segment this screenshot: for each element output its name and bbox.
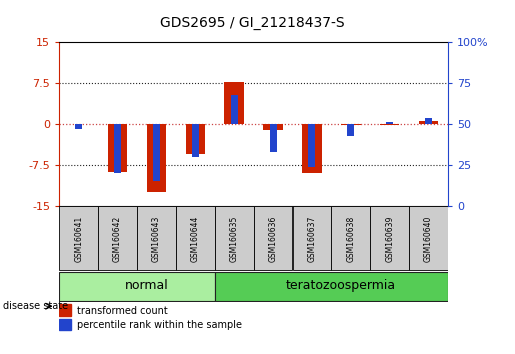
Text: GSM160641: GSM160641 bbox=[74, 215, 83, 262]
Bar bbox=[75, 124, 82, 129]
Text: GSM160643: GSM160643 bbox=[152, 215, 161, 262]
Bar bbox=[269, 124, 277, 152]
Text: GSM160638: GSM160638 bbox=[347, 215, 355, 262]
Bar bbox=[108, 124, 127, 172]
Text: normal: normal bbox=[125, 279, 168, 292]
Text: teratozoospermia: teratozoospermia bbox=[286, 279, 396, 292]
Bar bbox=[370, 206, 409, 270]
Text: transformed count: transformed count bbox=[77, 306, 167, 315]
Text: GSM160637: GSM160637 bbox=[307, 215, 316, 262]
Bar bbox=[380, 124, 400, 125]
Bar bbox=[153, 124, 160, 181]
Bar bbox=[386, 122, 393, 124]
Bar bbox=[225, 82, 244, 124]
Bar bbox=[254, 206, 293, 270]
Bar bbox=[176, 206, 215, 270]
Text: GDS2695 / GI_21218437-S: GDS2695 / GI_21218437-S bbox=[160, 16, 345, 30]
Bar bbox=[59, 319, 71, 330]
Bar bbox=[185, 124, 205, 154]
Bar bbox=[347, 124, 354, 136]
Text: GSM160635: GSM160635 bbox=[230, 215, 238, 262]
Bar bbox=[192, 124, 199, 157]
Bar bbox=[215, 272, 448, 301]
Text: percentile rank within the sample: percentile rank within the sample bbox=[77, 320, 242, 330]
Bar bbox=[302, 124, 322, 173]
Bar bbox=[147, 124, 166, 192]
Bar bbox=[341, 124, 360, 125]
Bar bbox=[419, 121, 438, 124]
Bar bbox=[231, 95, 238, 124]
Text: disease state: disease state bbox=[3, 301, 67, 311]
Bar bbox=[293, 206, 331, 270]
Bar bbox=[98, 206, 137, 270]
Bar bbox=[215, 206, 253, 270]
Bar bbox=[137, 206, 176, 270]
Bar bbox=[425, 118, 432, 124]
Text: GSM160639: GSM160639 bbox=[385, 215, 394, 262]
Text: GSM160642: GSM160642 bbox=[113, 215, 122, 262]
Bar bbox=[332, 206, 370, 270]
Bar bbox=[59, 304, 71, 316]
Bar bbox=[59, 272, 215, 301]
Bar bbox=[263, 124, 283, 130]
Text: GSM160640: GSM160640 bbox=[424, 215, 433, 262]
Text: GSM160644: GSM160644 bbox=[191, 215, 200, 262]
Bar bbox=[308, 124, 316, 167]
Text: GSM160636: GSM160636 bbox=[269, 215, 278, 262]
Bar bbox=[409, 206, 448, 270]
Bar bbox=[114, 124, 121, 173]
Bar bbox=[59, 206, 98, 270]
